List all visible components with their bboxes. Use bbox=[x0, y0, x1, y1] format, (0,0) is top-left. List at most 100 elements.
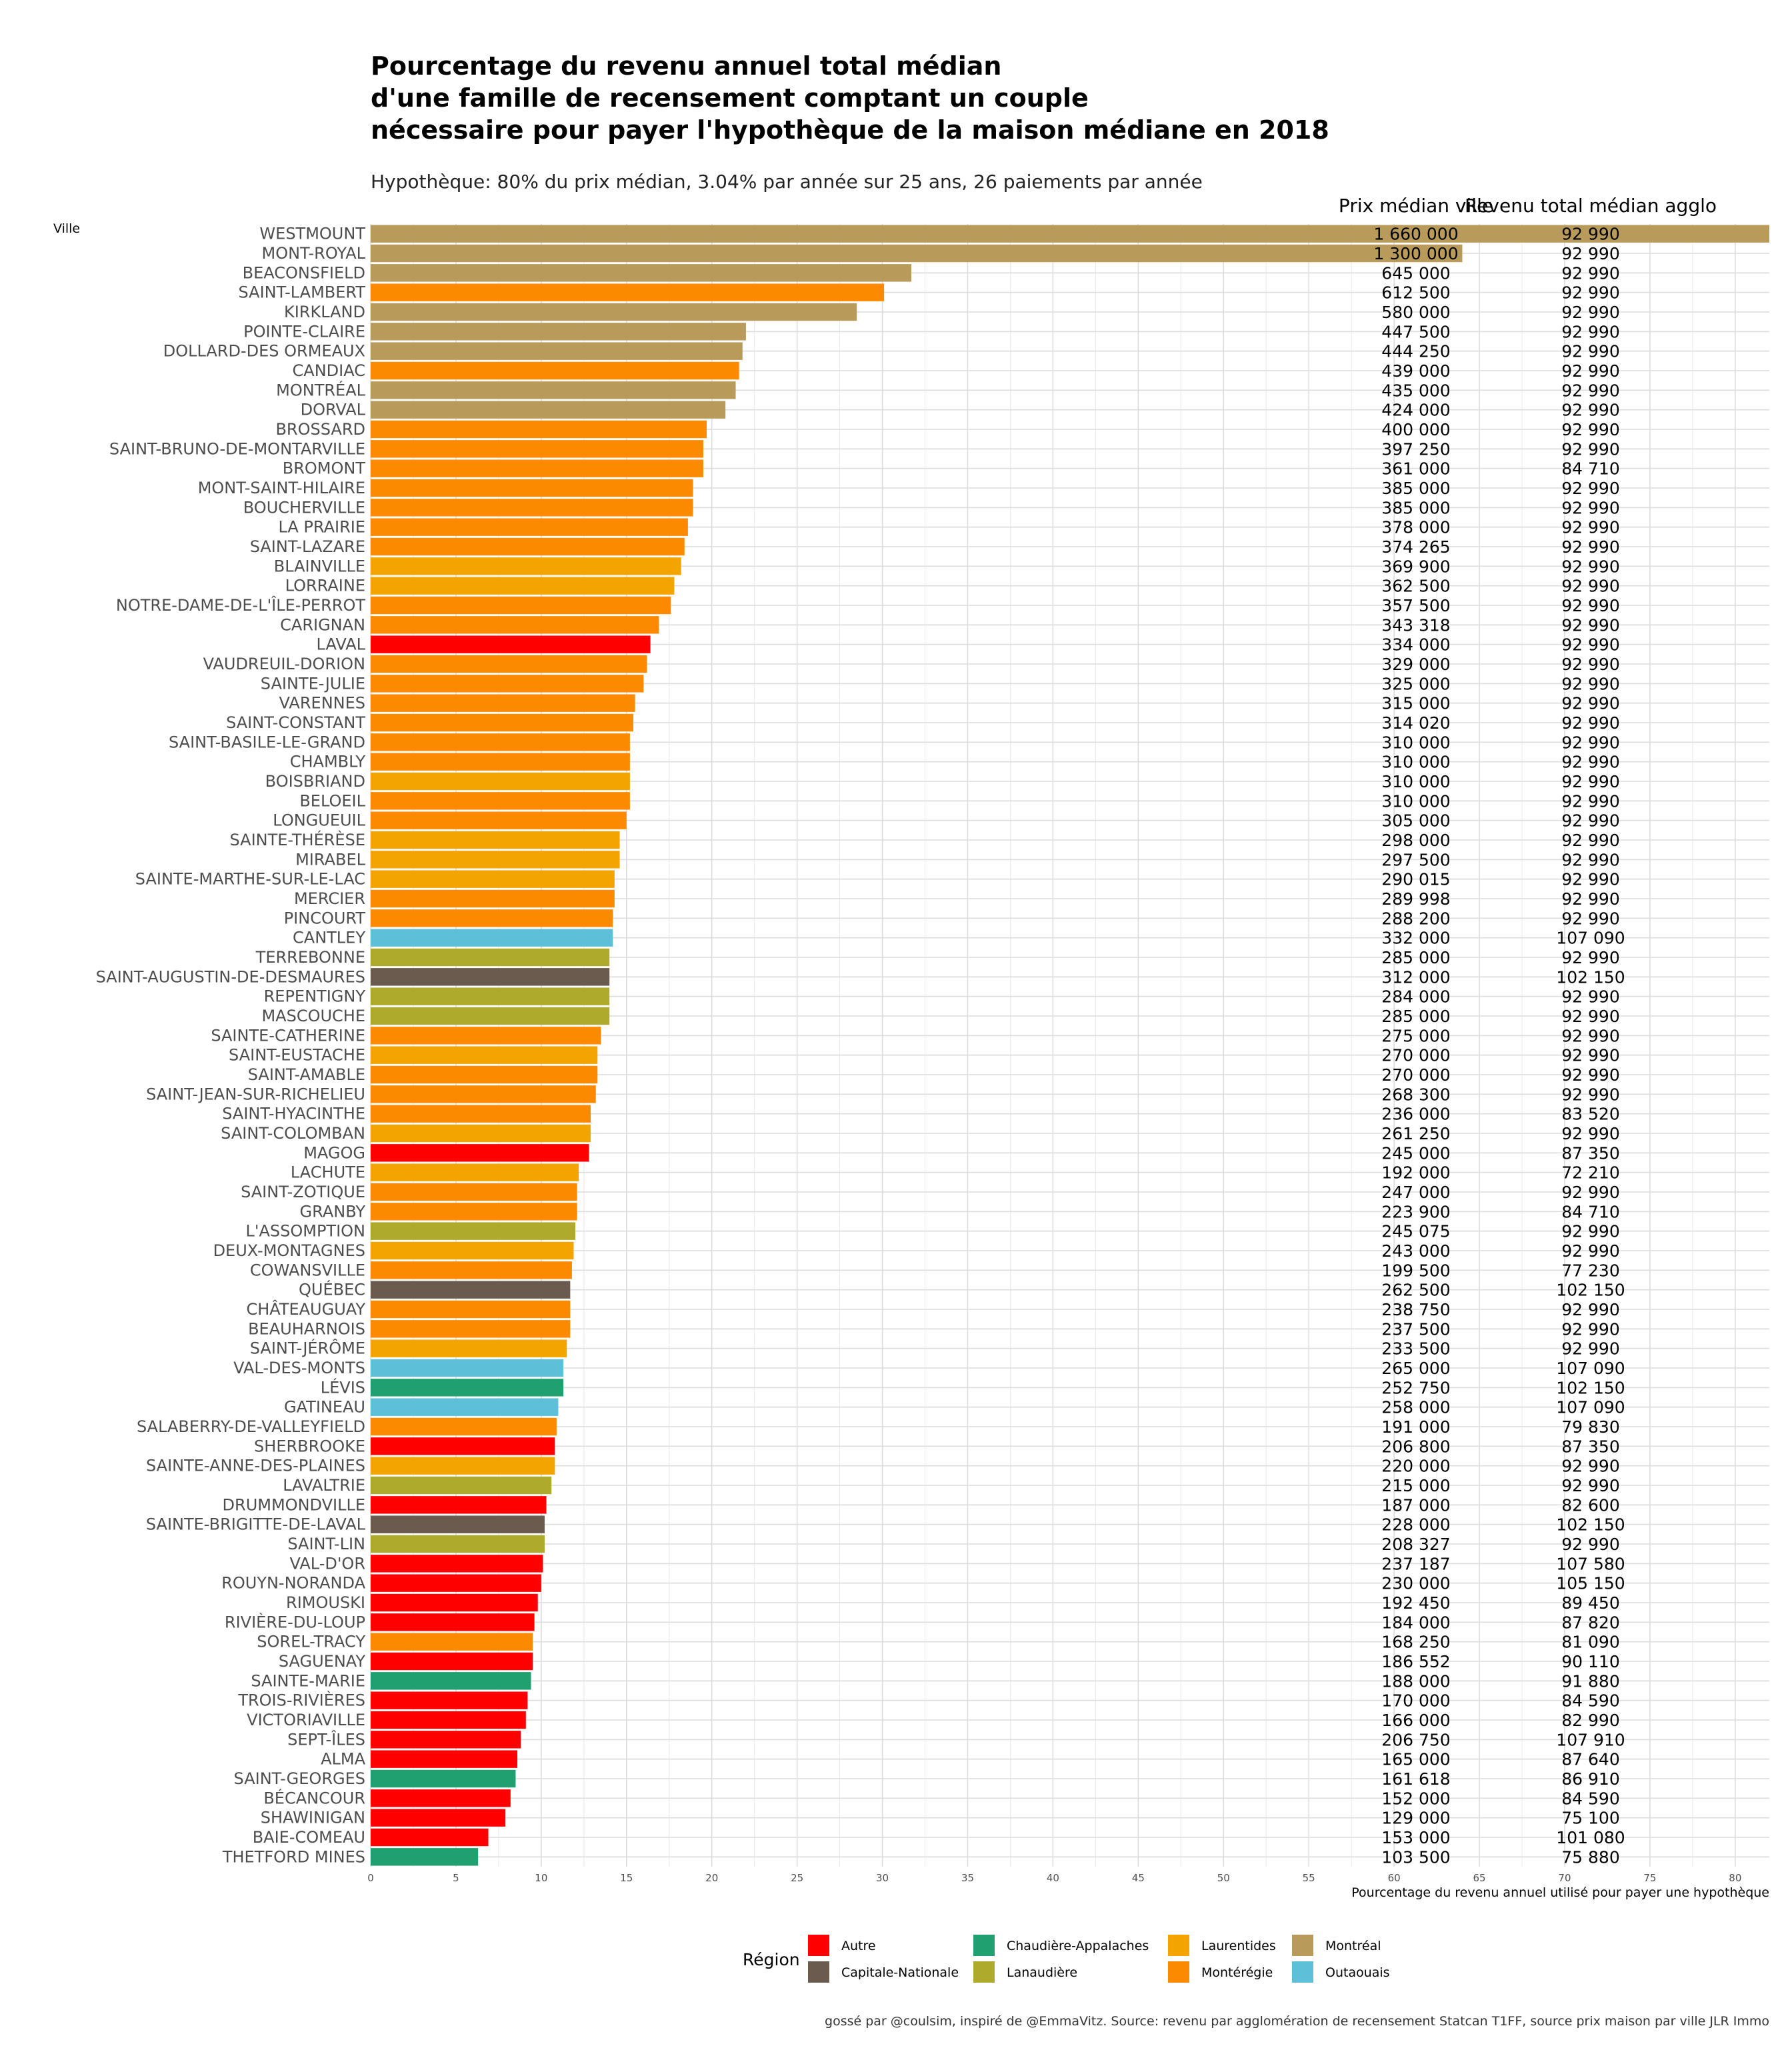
price-value: 238 750 bbox=[1381, 1300, 1450, 1319]
income-value: 75 880 bbox=[1561, 1847, 1619, 1867]
price-value: 220 000 bbox=[1381, 1457, 1450, 1476]
price-value: 385 000 bbox=[1381, 479, 1450, 498]
income-value: 92 990 bbox=[1561, 1241, 1619, 1261]
city-label: DEUX-MONTAGNES bbox=[213, 1241, 365, 1260]
income-value: 92 990 bbox=[1561, 1085, 1619, 1104]
city-label: CHÂTEAUGUAY bbox=[246, 1299, 365, 1319]
price-value: 192 450 bbox=[1381, 1593, 1450, 1613]
x-axis-label: Pourcentage du revenu annuel utilisé pou… bbox=[1351, 1885, 1769, 1900]
price-value: 290 015 bbox=[1381, 870, 1450, 889]
income-value: 92 990 bbox=[1561, 361, 1619, 381]
bar bbox=[371, 1007, 610, 1025]
price-value: 284 000 bbox=[1381, 987, 1450, 1007]
price-value: 447 500 bbox=[1381, 322, 1450, 341]
price-value: 444 250 bbox=[1381, 342, 1450, 361]
income-value: 92 990 bbox=[1561, 870, 1619, 889]
city-label: MERCIER bbox=[294, 889, 365, 908]
x-tick-label: 45 bbox=[1132, 1872, 1145, 1884]
bar bbox=[371, 1203, 577, 1221]
bar bbox=[371, 342, 743, 360]
price-value: 270 000 bbox=[1381, 1065, 1450, 1085]
bar bbox=[371, 675, 644, 693]
income-value: 92 990 bbox=[1561, 1065, 1619, 1085]
price-value: 1 660 000 bbox=[1373, 225, 1458, 244]
city-label: TROIS-RIVIÈRES bbox=[237, 1691, 365, 1710]
income-value: 92 990 bbox=[1561, 596, 1619, 615]
income-value: 84 590 bbox=[1561, 1691, 1619, 1711]
price-value: 170 000 bbox=[1381, 1691, 1450, 1711]
x-tick-label: 20 bbox=[705, 1872, 718, 1884]
city-label: SAGUENAY bbox=[279, 1652, 366, 1671]
bar bbox=[371, 1613, 535, 1631]
bar bbox=[371, 1535, 545, 1553]
income-value: 92 990 bbox=[1561, 1319, 1619, 1339]
bar bbox=[371, 616, 659, 634]
income-value: 92 990 bbox=[1561, 694, 1619, 713]
city-label: LONGUEUIL bbox=[273, 811, 365, 830]
legend-label: Montérégie bbox=[1201, 1965, 1273, 1980]
bar bbox=[371, 283, 885, 301]
legend: Autre Capitale-Nationale Chaudière-Appalac… bbox=[808, 1935, 1390, 1983]
income-value: 102 150 bbox=[1556, 1281, 1625, 1300]
income-value: 92 990 bbox=[1561, 791, 1619, 811]
bar bbox=[371, 1437, 555, 1455]
income-value: 92 990 bbox=[1561, 674, 1619, 693]
chart-title-line-1: Pourcentage du revenu annuel total média… bbox=[371, 51, 1001, 81]
city-label: BLAINVILLE bbox=[274, 557, 365, 575]
bar bbox=[371, 323, 746, 341]
income-value: 75 100 bbox=[1561, 1809, 1619, 1828]
bar bbox=[371, 1183, 577, 1201]
income-value: 77 230 bbox=[1561, 1261, 1619, 1280]
city-label: VAL-D'OR bbox=[289, 1554, 365, 1573]
city-label: GATINEAU bbox=[284, 1398, 365, 1417]
bar bbox=[371, 361, 739, 380]
city-label: DRUMMONDVILLE bbox=[223, 1495, 365, 1514]
price-value: 310 000 bbox=[1381, 772, 1450, 791]
price-value: 612 500 bbox=[1381, 283, 1450, 303]
income-value: 92 990 bbox=[1561, 1535, 1619, 1554]
bar bbox=[371, 831, 620, 849]
city-label: VICTORIAVILLE bbox=[247, 1711, 365, 1729]
bar bbox=[371, 1085, 596, 1103]
city-label: NOTRE-DAME-DE-L'ÎLE-PERROT bbox=[116, 595, 365, 615]
price-value: 184 000 bbox=[1381, 1613, 1450, 1632]
bar bbox=[371, 537, 685, 556]
bar bbox=[371, 1711, 526, 1729]
city-label: QUÉBEC bbox=[299, 1280, 365, 1299]
bar bbox=[371, 577, 675, 595]
bar bbox=[371, 987, 610, 1005]
bar bbox=[371, 1731, 521, 1749]
bars bbox=[371, 225, 1769, 1866]
bar bbox=[371, 713, 634, 732]
x-tick-label: 65 bbox=[1473, 1872, 1486, 1884]
city-label: LAVAL bbox=[317, 635, 366, 654]
city-label: SAINTE-MARTHE-SUR-LE-LAC bbox=[135, 870, 365, 889]
legend-swatch bbox=[973, 1961, 995, 1983]
city-label: SHAWINIGAN bbox=[261, 1809, 365, 1827]
income-value: 81 090 bbox=[1561, 1633, 1619, 1652]
bar bbox=[371, 557, 681, 575]
city-label: CARIGNAN bbox=[280, 615, 365, 634]
income-value: 92 990 bbox=[1561, 381, 1619, 400]
price-value: 186 552 bbox=[1381, 1652, 1450, 1671]
city-label: MAGOG bbox=[303, 1143, 365, 1162]
income-value: 107 580 bbox=[1556, 1554, 1625, 1573]
income-value: 92 990 bbox=[1561, 615, 1619, 635]
price-value: 206 800 bbox=[1381, 1437, 1450, 1456]
city-label: CANTLEY bbox=[293, 929, 365, 947]
income-value: 92 990 bbox=[1561, 831, 1619, 850]
bar bbox=[371, 1222, 576, 1240]
income-value: 102 150 bbox=[1556, 967, 1625, 987]
bar bbox=[371, 1339, 567, 1357]
income-value: 105 150 bbox=[1556, 1574, 1625, 1593]
income-value: 92 990 bbox=[1561, 401, 1619, 420]
income-value: 86 910 bbox=[1561, 1769, 1619, 1789]
price-value: 297 500 bbox=[1381, 850, 1450, 869]
income-value: 92 990 bbox=[1561, 303, 1619, 322]
legend-swatch bbox=[1168, 1935, 1189, 1956]
price-value: 310 000 bbox=[1381, 753, 1450, 772]
bar bbox=[371, 1515, 545, 1533]
bar bbox=[371, 1359, 564, 1377]
income-value: 92 990 bbox=[1561, 1300, 1619, 1319]
